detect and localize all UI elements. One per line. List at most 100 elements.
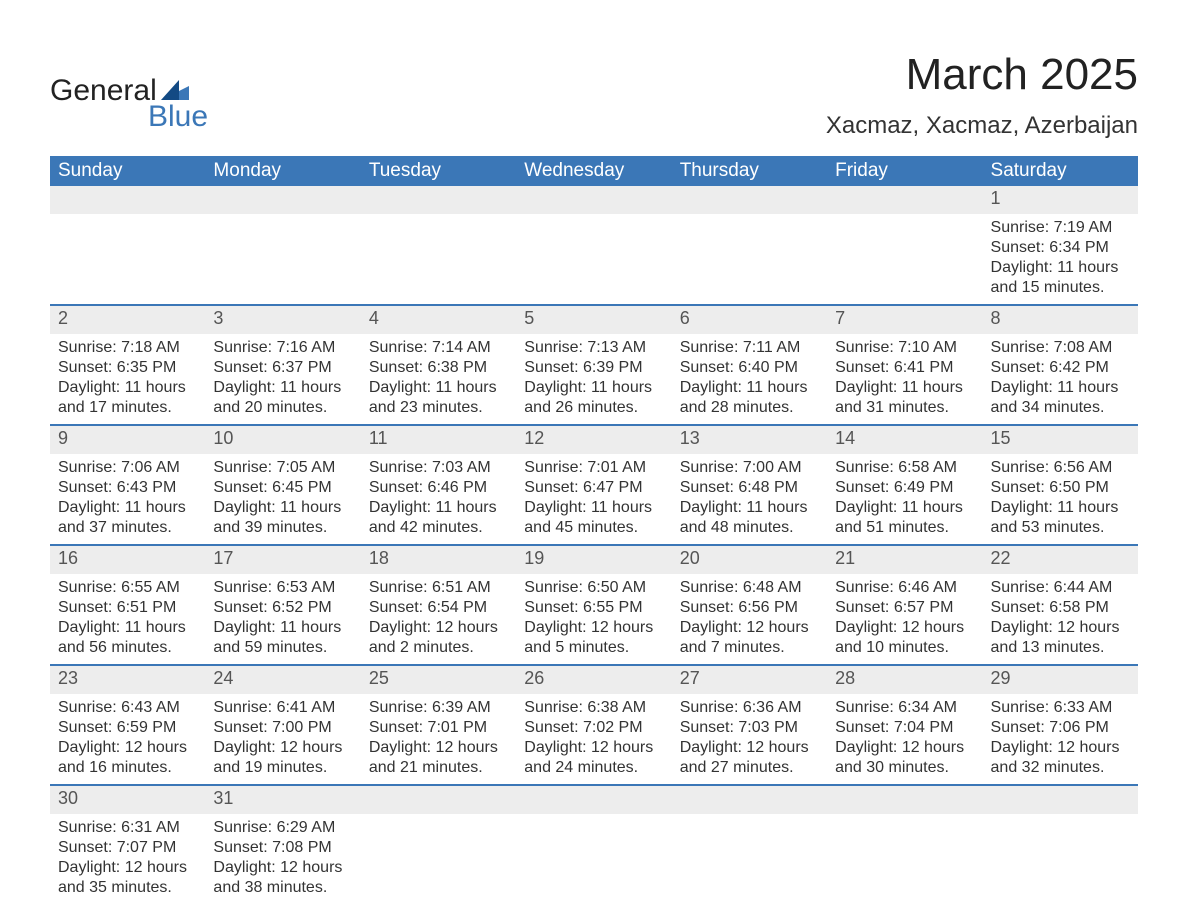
sunrise-value: 6:33 AM [1054,699,1113,716]
sunset-label: Sunset: [58,479,117,496]
sunrise-label: Sunrise: [991,459,1054,476]
day-details: Sunrise: 6:33 AMSunset: 7:06 PMDaylight:… [983,694,1138,784]
sunrise-label: Sunrise: [835,579,898,596]
sunrise: Sunrise: 6:58 AM [835,458,974,478]
sunrise-value: 6:31 AM [121,819,180,836]
location-text: Xacmaz, Xacmaz, Azerbaijan [826,112,1138,140]
sunrise-value: 7:19 AM [1054,219,1113,236]
sunset-value: 6:43 PM [117,479,177,496]
sunset: Sunset: 7:02 PM [524,718,663,738]
brand-line1: General [50,76,157,106]
calendar-empty-cell [827,785,982,904]
sunset-value: 6:59 PM [117,719,177,736]
sunrise: Sunrise: 6:44 AM [991,578,1130,598]
sunset-value: 7:03 PM [738,719,798,736]
calendar-day-cell: 3Sunrise: 7:16 AMSunset: 6:37 PMDaylight… [205,305,360,425]
day-details: Sunrise: 6:48 AMSunset: 6:56 PMDaylight:… [672,574,827,664]
header: General Blue March 2025 Xacmaz, Xacmaz, … [50,50,1138,140]
sunset-value: 7:01 PM [428,719,488,736]
calendar-day-cell: 14Sunrise: 6:58 AMSunset: 6:49 PMDayligh… [827,425,982,545]
day-number: 31 [205,786,360,814]
calendar-empty-cell [50,186,205,305]
calendar-week-row: 23Sunrise: 6:43 AMSunset: 6:59 PMDayligh… [50,665,1138,785]
sunrise: Sunrise: 6:41 AM [213,698,352,718]
calendar-day-cell: 26Sunrise: 6:38 AMSunset: 7:02 PMDayligh… [516,665,671,785]
sunrise-value: 7:06 AM [121,459,180,476]
sunset: Sunset: 6:41 PM [835,358,974,378]
daylight: Daylight: 12 hours and 32 minutes. [991,738,1130,778]
sunset: Sunset: 6:46 PM [369,478,508,498]
sunrise-label: Sunrise: [369,579,432,596]
sunset-label: Sunset: [58,359,117,376]
day-number: 28 [827,666,982,694]
day-details: Sunrise: 6:44 AMSunset: 6:58 PMDaylight:… [983,574,1138,664]
daylight-label: Daylight: [58,739,125,756]
calendar-day-cell: 22Sunrise: 6:44 AMSunset: 6:58 PMDayligh… [983,545,1138,665]
sunset-label: Sunset: [524,359,583,376]
sunset-label: Sunset: [835,479,894,496]
day-number: 21 [827,546,982,574]
sunrise-label: Sunrise: [58,819,121,836]
daylight-label: Daylight: [680,379,747,396]
sunset-label: Sunset: [369,719,428,736]
calendar-week-row: 30Sunrise: 6:31 AMSunset: 7:07 PMDayligh… [50,785,1138,904]
sunrise: Sunrise: 6:39 AM [369,698,508,718]
sunrise-value: 6:43 AM [121,699,180,716]
daylight: Daylight: 11 hours and 42 minutes. [369,498,508,538]
weekday-header: Wednesday [516,156,671,186]
sunset-value: 6:46 PM [428,479,488,496]
sunset: Sunset: 6:49 PM [835,478,974,498]
day-number: 15 [983,426,1138,454]
sunset: Sunset: 6:42 PM [991,358,1130,378]
day-number: 19 [516,546,671,574]
sunrise-value: 6:53 AM [277,579,336,596]
sunset-value: 6:55 PM [583,599,643,616]
sunrise-label: Sunrise: [524,699,587,716]
sunrise-label: Sunrise: [991,219,1054,236]
daylight-label: Daylight: [58,859,125,876]
day-number: 12 [516,426,671,454]
day-details: Sunrise: 7:16 AMSunset: 6:37 PMDaylight:… [205,334,360,424]
daylight-label: Daylight: [524,619,591,636]
daylight-label: Daylight: [58,379,125,396]
weekday-header: Sunday [50,156,205,186]
sunrise: Sunrise: 6:51 AM [369,578,508,598]
daylight-label: Daylight: [369,499,436,516]
sunset-label: Sunset: [58,719,117,736]
day-details: Sunrise: 6:29 AMSunset: 7:08 PMDaylight:… [205,814,360,904]
sunset-label: Sunset: [991,479,1050,496]
sunset: Sunset: 6:51 PM [58,598,197,618]
calendar-empty-cell [516,785,671,904]
sunset: Sunset: 7:01 PM [369,718,508,738]
sunrise-label: Sunrise: [835,339,898,356]
sunset-label: Sunset: [680,719,739,736]
day-number: 8 [983,306,1138,334]
daylight: Daylight: 12 hours and 21 minutes. [369,738,508,778]
sunset-value: 7:04 PM [894,719,954,736]
day-number: 11 [361,426,516,454]
sunrise-label: Sunrise: [213,819,276,836]
sunrise-value: 6:29 AM [277,819,336,836]
day-number [983,786,1138,814]
sunset: Sunset: 6:54 PM [369,598,508,618]
sunset: Sunset: 6:37 PM [213,358,352,378]
sunrise: Sunrise: 6:31 AM [58,818,197,838]
calendar-day-cell: 31Sunrise: 6:29 AMSunset: 7:08 PMDayligh… [205,785,360,904]
day-number [516,786,671,814]
sunset-value: 6:52 PM [272,599,332,616]
sunset-label: Sunset: [213,479,272,496]
daylight-label: Daylight: [524,739,591,756]
sunset-label: Sunset: [835,359,894,376]
sunrise-value: 6:56 AM [1054,459,1113,476]
day-details [827,214,982,304]
sunrise: Sunrise: 6:43 AM [58,698,197,718]
day-details [516,214,671,304]
sunset-value: 6:45 PM [272,479,332,496]
sunset-value: 6:42 PM [1049,359,1109,376]
daylight: Daylight: 11 hours and 56 minutes. [58,618,197,658]
calendar-day-cell: 20Sunrise: 6:48 AMSunset: 6:56 PMDayligh… [672,545,827,665]
sunset-label: Sunset: [524,479,583,496]
sunset-label: Sunset: [58,839,117,856]
weekday-header: Thursday [672,156,827,186]
calendar-day-cell: 9Sunrise: 7:06 AMSunset: 6:43 PMDaylight… [50,425,205,545]
